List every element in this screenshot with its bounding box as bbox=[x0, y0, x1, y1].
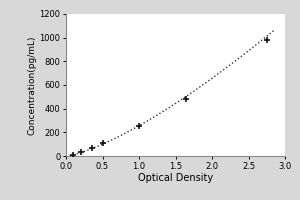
X-axis label: Optical Density: Optical Density bbox=[138, 173, 213, 183]
Y-axis label: Concentration(pg/mL): Concentration(pg/mL) bbox=[28, 35, 37, 135]
